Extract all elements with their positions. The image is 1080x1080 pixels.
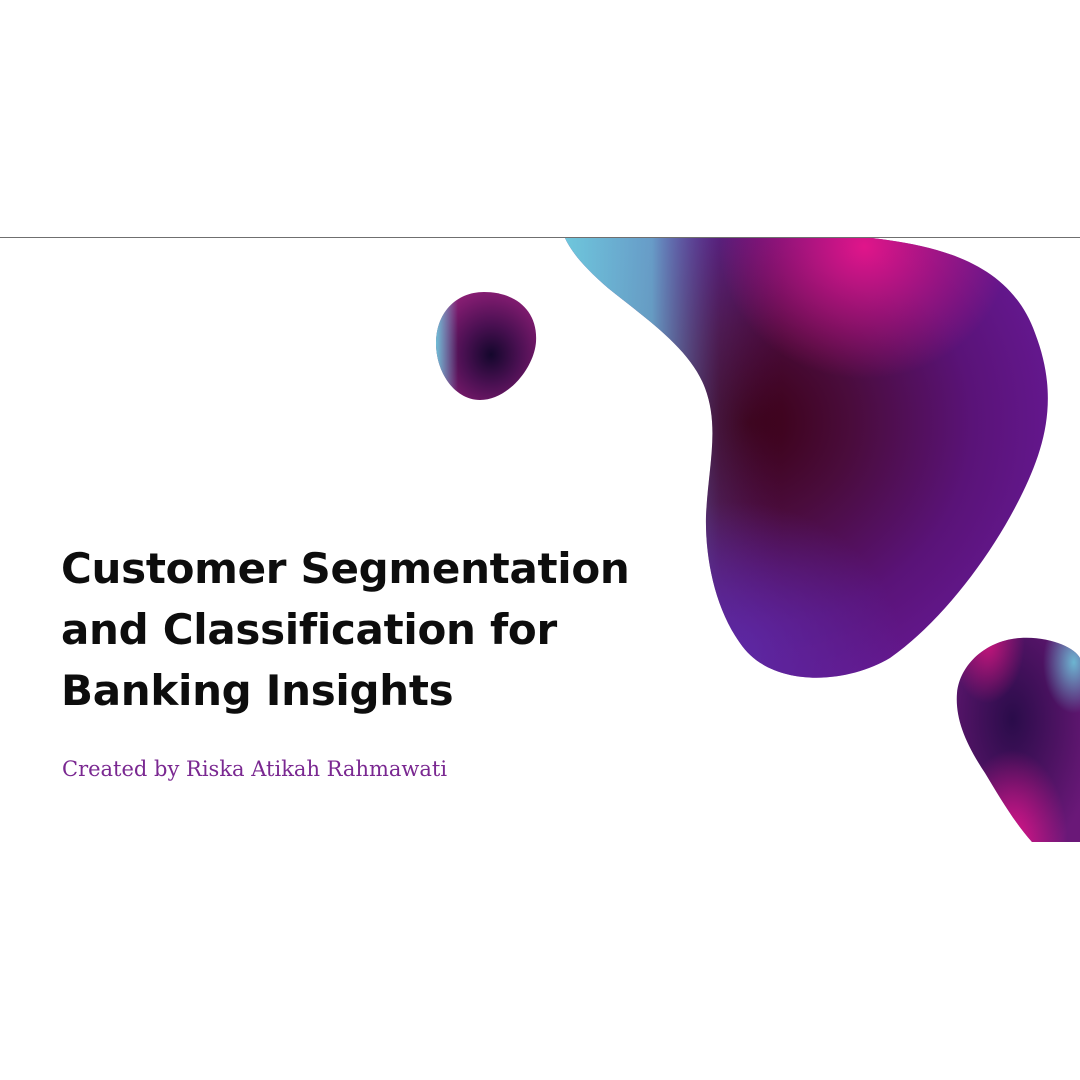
- slide-title-line-3: Banking Insights: [61, 666, 454, 715]
- slide-title-line-1: Customer Segmentation: [61, 544, 630, 593]
- decorative-blobs: [436, 238, 1080, 842]
- small-gradient-blob: [436, 292, 537, 400]
- large-gradient-blob: [565, 238, 1048, 678]
- corner-gradient-blob: [956, 637, 1080, 842]
- slide-title: Customer Segmentation and Classification…: [61, 538, 681, 721]
- top-divider: [0, 237, 1080, 238]
- author-byline: Created by Riska Atikah Rahmawati: [62, 757, 448, 781]
- slide-title-line-2: and Classification for: [61, 605, 557, 654]
- title-slide: Customer Segmentation and Classification…: [0, 238, 1080, 842]
